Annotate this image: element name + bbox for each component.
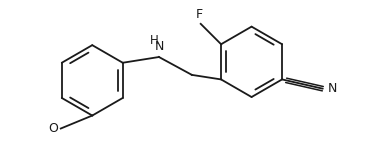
Text: H: H bbox=[150, 34, 159, 47]
Text: N: N bbox=[327, 82, 337, 95]
Text: N: N bbox=[154, 40, 163, 53]
Text: O: O bbox=[48, 122, 58, 135]
Text: F: F bbox=[195, 8, 202, 21]
